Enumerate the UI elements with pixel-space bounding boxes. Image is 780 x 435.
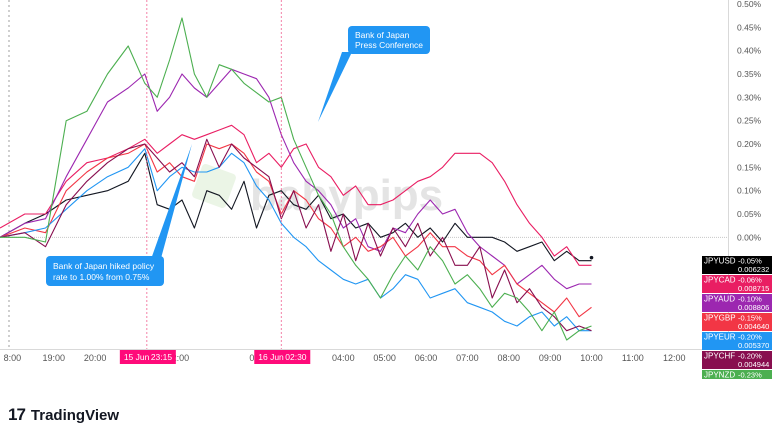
y-tick-label: 0.40%: [737, 46, 762, 56]
x-tick-label: 08:00: [498, 353, 521, 363]
callout-text-line: Bank of Japan hiked policy: [53, 261, 155, 271]
callout-text-line: Press Conference: [355, 40, 423, 50]
tag-name-jpyusd: JPYUSD: [704, 257, 736, 266]
event-time-label: 02:30: [285, 352, 307, 362]
event-date-label: 15 Jun: [124, 352, 150, 362]
x-tick-label: 20:00: [84, 353, 107, 363]
y-tick-label: 0.50%: [737, 0, 762, 9]
event-label-box: [254, 350, 311, 364]
tag-name-jpygbp: JPYGBP: [704, 314, 736, 323]
tag-price-jpygbp: 0.004640: [738, 322, 769, 331]
event-date-label: 16 Jun: [258, 352, 284, 362]
jpyusd-last-point: [589, 255, 594, 260]
callout-box: [348, 26, 430, 54]
y-tick-label: 0.30%: [737, 92, 762, 102]
tag-name-jpyaud: JPYAUD: [704, 295, 735, 304]
tag-bg: [702, 256, 772, 274]
tag-pct-jpygbp: -0.15%: [738, 314, 762, 323]
tag-name-jpynzd: JPYNZD: [704, 371, 735, 380]
y-tick-label: 0.35%: [737, 69, 762, 79]
tag-pct-jpynzd: -0.23%: [738, 371, 762, 380]
tag-pct-jpychf: -0.20%: [738, 352, 762, 361]
callout-arrow: [318, 52, 352, 122]
tag-price-jpychf: 0.004944: [738, 360, 769, 369]
tag-bg: [702, 294, 772, 312]
callout-arrow: [150, 144, 192, 262]
tag-bg: [702, 332, 772, 350]
y-tick-label: 0.00%: [737, 232, 762, 242]
x-tick-label: 11:00: [622, 353, 644, 363]
event-time-label: 23:15: [151, 352, 173, 362]
x-tick-label: 05:00: [373, 353, 396, 363]
tradingview-logo-icon: 17: [8, 405, 26, 424]
x-tick-label: 12:00: [663, 353, 686, 363]
event-label-box: [119, 350, 176, 364]
tag-price-jpyeur: 0.005370: [738, 341, 769, 350]
x-tick-label: 22:00: [167, 353, 190, 363]
tag-name-jpycad: JPYCAD: [704, 276, 736, 285]
y-tick-label: 0.20%: [737, 139, 762, 149]
x-tick-label: 09:00: [539, 353, 562, 363]
tag-pct-jpyaud: -0.10%: [738, 295, 762, 304]
tag-price-jpyusd: 0.006232: [738, 265, 769, 274]
x-tick-label: 10:00: [580, 353, 603, 363]
tag-pct-jpycad: -0.06%: [738, 276, 762, 285]
x-tick-label: 07:00: [456, 353, 479, 363]
callout-box: [46, 256, 164, 286]
y-tick-label: 0.10%: [737, 186, 762, 196]
y-tick-label: 0.25%: [737, 116, 762, 126]
x-tick-label: 06:00: [415, 353, 438, 363]
tag-bg: [702, 313, 772, 331]
x-tick-label: 19:00: [43, 353, 66, 363]
y-tick-label: 0.05%: [737, 209, 762, 219]
tag-name-jpyeur: JPYEUR: [704, 333, 736, 342]
tag-pct-jpyeur: -0.20%: [738, 333, 762, 342]
series-line-jpychf: [0, 138, 592, 332]
series-line-jpygbp: [0, 143, 592, 318]
x-tick-label: 8:00: [4, 353, 22, 363]
tag-pct-jpyusd: -0.05%: [738, 257, 762, 266]
y-tick-label: 0.15%: [737, 162, 762, 172]
callout-text-line: Bank of Japan: [355, 30, 410, 40]
tradingview-logo[interactable]: 17 TradingView: [8, 405, 119, 425]
tag-price-jpyaud: 0.008806: [738, 303, 769, 312]
callout-text-line: rate to 1.00% from 0.75%: [53, 272, 150, 282]
x-tick-label: 04:00: [332, 353, 355, 363]
y-tick-label: 0.45%: [737, 22, 762, 32]
series-line-jpyeur: [0, 148, 592, 332]
tag-price-jpycad: 0.008715: [738, 284, 769, 293]
x-highlights: 15 Jun 23:15 16 Jun 02:30: [119, 0, 311, 364]
tradingview-logo-text: TradingView: [30, 406, 120, 424]
tag-bg: [702, 370, 772, 379]
tag-name-jpychf: JPYCHF: [704, 352, 735, 361]
watermark-shape: [192, 164, 236, 208]
tag-bg: [702, 275, 772, 293]
tag-bg: [702, 351, 772, 369]
